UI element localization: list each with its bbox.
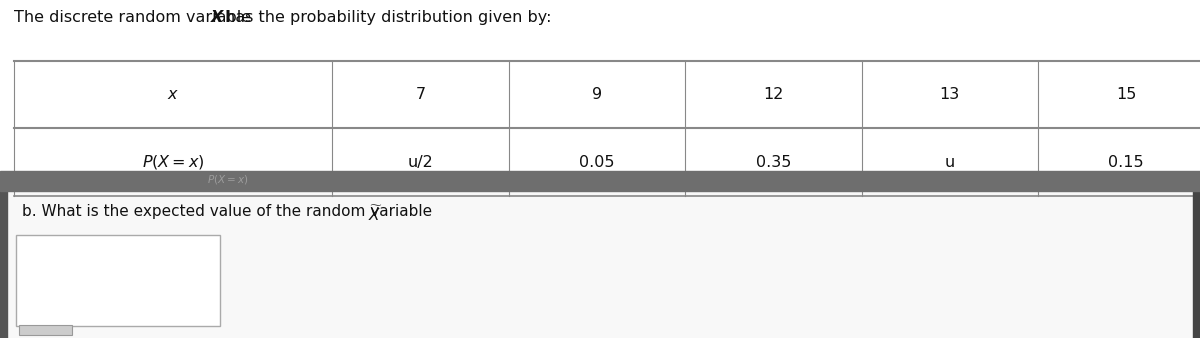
Text: 0.35: 0.35 [756, 155, 791, 170]
Bar [1193, 191, 1200, 338]
Text: 0.15: 0.15 [1109, 155, 1144, 170]
Text: $P(X=x)$: $P(X=x)$ [208, 173, 248, 186]
FancyBboxPatch shape [16, 235, 220, 326]
Bar [0, 171, 1200, 191]
Bar [0, 191, 1200, 338]
Text: b. What is the expected value of the random variable: b. What is the expected value of the ran… [22, 204, 437, 219]
Text: $\mathit{x}$: $\mathit{x}$ [167, 87, 180, 102]
Text: 9: 9 [592, 87, 602, 102]
Bar [0, 0, 1200, 171]
Text: $\mathit{\widetilde{X}}$: $\mathit{\widetilde{X}}$ [368, 204, 383, 224]
Text: 7: 7 [415, 87, 426, 102]
Text: u: u [944, 155, 955, 170]
Text: u/2: u/2 [408, 155, 433, 170]
Text: The discrete random variable: The discrete random variable [14, 10, 257, 25]
Text: X: X [211, 10, 223, 25]
Text: 12: 12 [763, 87, 784, 102]
Bar [0, 191, 7, 338]
Text: $P(X=x)$: $P(X=x)$ [142, 153, 205, 171]
Text: 13: 13 [940, 87, 960, 102]
Text: 0.05: 0.05 [580, 155, 614, 170]
Text: Provide the exact answer: Provide the exact answer [22, 279, 180, 292]
Text: 15: 15 [1116, 87, 1136, 102]
FancyBboxPatch shape [19, 325, 72, 335]
Text: has the probability distribution given by:: has the probability distribution given b… [224, 10, 551, 25]
